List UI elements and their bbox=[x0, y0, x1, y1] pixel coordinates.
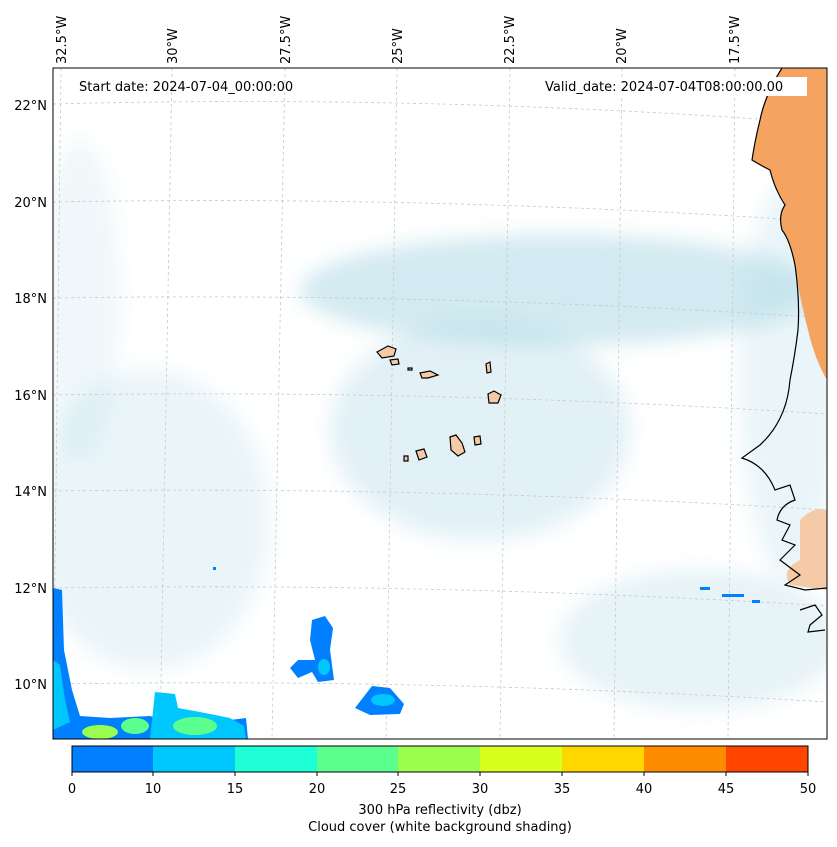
lat-label: 12°N bbox=[14, 582, 47, 597]
colorbar-label-line1: 300 hPa reflectivity (dbz) bbox=[358, 803, 521, 818]
colorbar-tick-label: 40 bbox=[636, 782, 653, 797]
colorbar-segment bbox=[153, 746, 235, 772]
colorbar-tick-label: 50 bbox=[800, 782, 817, 797]
echo-southwest-core-2 bbox=[121, 718, 149, 734]
colorbar-frame bbox=[71, 745, 809, 773]
cloud-patch-west bbox=[53, 140, 120, 460]
lon-label: 22.5°W bbox=[503, 16, 518, 64]
lon-label: 27.5°W bbox=[279, 16, 294, 64]
cloud-cover-shading bbox=[53, 140, 827, 710]
colorbar-tick-label: 35 bbox=[554, 782, 571, 797]
lon-label: 17.5°W bbox=[728, 16, 743, 64]
island-santiago bbox=[449, 434, 466, 457]
colorbar-tick-label: 15 bbox=[227, 782, 244, 797]
cloud-band-north bbox=[300, 235, 820, 345]
senegal-land bbox=[786, 508, 827, 590]
island-fogo bbox=[415, 448, 428, 461]
colorbar-segment bbox=[72, 746, 154, 772]
start-date-label: Start date: 2024-07-04_00:00:00 bbox=[79, 80, 293, 95]
africa-land bbox=[752, 68, 827, 380]
cloud-band-southwest bbox=[53, 370, 270, 670]
colorbar-tick-label: 10 bbox=[145, 782, 162, 797]
cape-verde-islands bbox=[376, 345, 502, 462]
island-maio bbox=[473, 435, 482, 446]
colorbar-tick-label: 25 bbox=[390, 782, 407, 797]
colorbar-segment bbox=[480, 746, 562, 772]
colorbar-segment bbox=[726, 746, 808, 772]
colorbar: 0 10 15 20 25 30 35 40 45 50 300 hPa ref… bbox=[68, 745, 816, 835]
lat-label: 16°N bbox=[14, 389, 47, 404]
colorbar-segment bbox=[235, 746, 317, 772]
island-sao-vicente bbox=[389, 358, 400, 366]
coastline bbox=[740, 68, 827, 633]
echo-central-south-core bbox=[318, 659, 330, 675]
colorbar-tick-label: 45 bbox=[718, 782, 735, 797]
valid-date-label: Valid_date: 2024-07-04T08:00:00.00 bbox=[545, 80, 783, 95]
colorbar-segment bbox=[562, 746, 644, 772]
echo-speck-1 bbox=[213, 567, 216, 570]
echo-southwest-core bbox=[173, 717, 217, 735]
colorbar-segment bbox=[398, 746, 480, 772]
lon-label: 32.5°W bbox=[55, 16, 70, 64]
island-boa-vista bbox=[487, 390, 502, 404]
lat-label: 20°N bbox=[14, 196, 47, 211]
colorbar-tick-label: 0 bbox=[68, 782, 76, 797]
colorbar-ticks bbox=[71, 772, 809, 776]
island-santa-luzia bbox=[407, 367, 413, 371]
echo-west-inner bbox=[53, 660, 70, 730]
lon-label: 25°W bbox=[391, 28, 406, 64]
lat-label: 22°N bbox=[14, 99, 47, 114]
cloud-band-southeast bbox=[560, 570, 827, 710]
colorbar-tick-labels: 0 10 15 20 25 30 35 40 45 50 bbox=[68, 782, 816, 797]
colorbar-tick-label: 20 bbox=[309, 782, 326, 797]
lon-label: 30°W bbox=[166, 28, 181, 64]
colorbar-tick-label: 30 bbox=[472, 782, 489, 797]
longitude-labels: 32.5°W 30°W 27.5°W 25°W 22.5°W 20°W 17.5… bbox=[55, 16, 743, 64]
echo-speck-3 bbox=[722, 594, 744, 597]
echo-south-small-core bbox=[371, 694, 395, 706]
lat-label: 10°N bbox=[14, 678, 47, 693]
island-sal bbox=[485, 361, 492, 374]
island-santo-antao bbox=[376, 345, 397, 359]
island-sao-nicolau bbox=[419, 370, 440, 379]
cloud-band-central bbox=[330, 320, 630, 540]
lat-label: 14°N bbox=[14, 485, 47, 500]
island-brava bbox=[403, 455, 409, 462]
echo-speck-4 bbox=[752, 600, 760, 603]
lat-label: 18°N bbox=[14, 292, 47, 307]
map-panel bbox=[53, 68, 827, 739]
map-frame bbox=[52, 67, 828, 740]
echo-speck-2 bbox=[700, 587, 710, 590]
valid-date-box bbox=[540, 77, 807, 96]
echo-southwest-core-3 bbox=[82, 725, 118, 739]
latitude-labels: 22°N 20°N 18°N 16°N 14°N 12°N 10°N bbox=[14, 99, 47, 693]
reflectivity-echoes bbox=[53, 567, 760, 739]
colorbar-segment bbox=[644, 746, 726, 772]
lon-label: 20°W bbox=[615, 28, 630, 64]
colorbar-segment bbox=[317, 746, 399, 772]
colorbar-label-line2: Cloud cover (white background shading) bbox=[308, 820, 572, 835]
